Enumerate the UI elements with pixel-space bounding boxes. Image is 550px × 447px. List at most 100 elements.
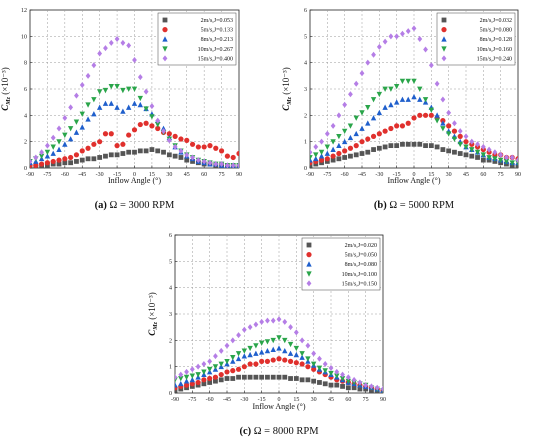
data-point <box>241 326 247 333</box>
data-point <box>236 374 241 380</box>
data-point <box>241 348 248 354</box>
data-point <box>247 374 253 380</box>
legend-box <box>436 12 516 66</box>
data-point <box>282 347 288 354</box>
data-point <box>67 126 74 132</box>
data-point <box>345 374 351 381</box>
data-point <box>457 128 463 135</box>
chart-panel-a: -90 -75 -60 -45 -30 -15 0 15 30 45 60 75 90 0 2 4 6 8 10 12… <box>0 8 242 211</box>
data-point <box>452 149 457 155</box>
data-point <box>265 374 270 380</box>
data-point <box>480 157 486 163</box>
data-point <box>201 158 207 165</box>
data-point <box>475 141 480 148</box>
data-point <box>189 373 196 379</box>
data-point <box>253 343 259 349</box>
data-point <box>340 384 345 389</box>
data-point <box>324 156 330 162</box>
data-point <box>155 148 161 154</box>
data-point <box>480 152 487 158</box>
data-point <box>62 132 68 138</box>
data-point <box>469 138 475 145</box>
data-point <box>411 94 417 100</box>
data-point <box>293 329 299 336</box>
caption-letter: (a) <box>95 200 108 211</box>
data-point <box>259 318 265 325</box>
data-point <box>190 154 195 161</box>
legend-marker <box>162 36 168 42</box>
data-point <box>241 374 247 380</box>
data-point <box>317 355 322 362</box>
data-point <box>365 149 371 155</box>
data-point <box>149 114 155 120</box>
data-point <box>393 83 400 90</box>
data-point <box>91 156 97 162</box>
legend-marker <box>306 252 312 258</box>
x-tick-label: -15 <box>393 172 401 178</box>
data-point <box>318 149 325 156</box>
data-point <box>422 97 429 103</box>
series-2 <box>175 356 383 393</box>
y-axis-label-unit: (×10⁻³) <box>281 67 291 97</box>
data-point <box>132 57 137 64</box>
data-point <box>235 351 242 357</box>
data-point <box>347 134 354 141</box>
data-point <box>264 347 271 354</box>
data-point <box>178 380 184 387</box>
data-point <box>318 153 325 159</box>
data-point <box>423 143 428 149</box>
data-point <box>353 130 359 137</box>
data-point <box>411 25 417 32</box>
series-2 <box>30 120 239 168</box>
data-point <box>342 155 348 160</box>
data-point <box>363 382 369 389</box>
data-point <box>45 142 50 149</box>
data-point <box>394 143 400 149</box>
data-point <box>207 143 213 149</box>
data-point <box>282 374 288 380</box>
y-tick-label: 2 <box>304 113 307 119</box>
legend-label: 10m/s,J=0.160 <box>477 47 512 53</box>
data-point <box>236 150 239 157</box>
data-point <box>91 141 97 147</box>
data-point <box>486 146 492 153</box>
data-point <box>183 382 190 388</box>
data-point <box>73 119 80 125</box>
data-point <box>172 153 178 159</box>
data-point <box>293 345 300 352</box>
x-tick-label: -30 <box>375 172 383 178</box>
data-point <box>91 97 97 103</box>
data-point <box>230 154 236 161</box>
data-point <box>287 341 294 348</box>
data-point <box>50 158 56 165</box>
data-point <box>353 80 359 87</box>
x-tick-label: 15 <box>293 397 299 403</box>
data-point <box>247 361 253 367</box>
data-point <box>195 157 201 164</box>
y-tick-label: 0 <box>169 391 172 397</box>
legend: 2m/s,J=0.053 5m/s,J=0.133 8m/s,J=0.213 10m/… <box>157 12 237 66</box>
data-point <box>428 62 434 69</box>
legend-marker <box>306 280 312 287</box>
data-point <box>422 112 429 118</box>
data-point <box>212 374 219 380</box>
data-point <box>336 150 342 157</box>
y-axis-label-symbol: C <box>281 104 291 111</box>
x-tick-label: -30 <box>240 397 248 403</box>
data-point <box>224 359 230 365</box>
x-tick-label: 60 <box>345 397 351 403</box>
data-point <box>224 342 230 349</box>
data-point <box>155 125 161 132</box>
data-point <box>376 43 382 50</box>
legend-marker <box>162 55 168 62</box>
data-point <box>313 152 319 158</box>
panel-caption: (b) Ω = 5000 RPM <box>374 200 455 211</box>
data-points <box>30 35 239 168</box>
data-point <box>56 125 62 132</box>
data-point <box>230 337 236 344</box>
data-point <box>149 147 155 152</box>
caption-letter: (c) <box>239 426 251 437</box>
data-point <box>108 39 114 46</box>
data-point <box>114 35 120 42</box>
data-points <box>310 25 518 168</box>
